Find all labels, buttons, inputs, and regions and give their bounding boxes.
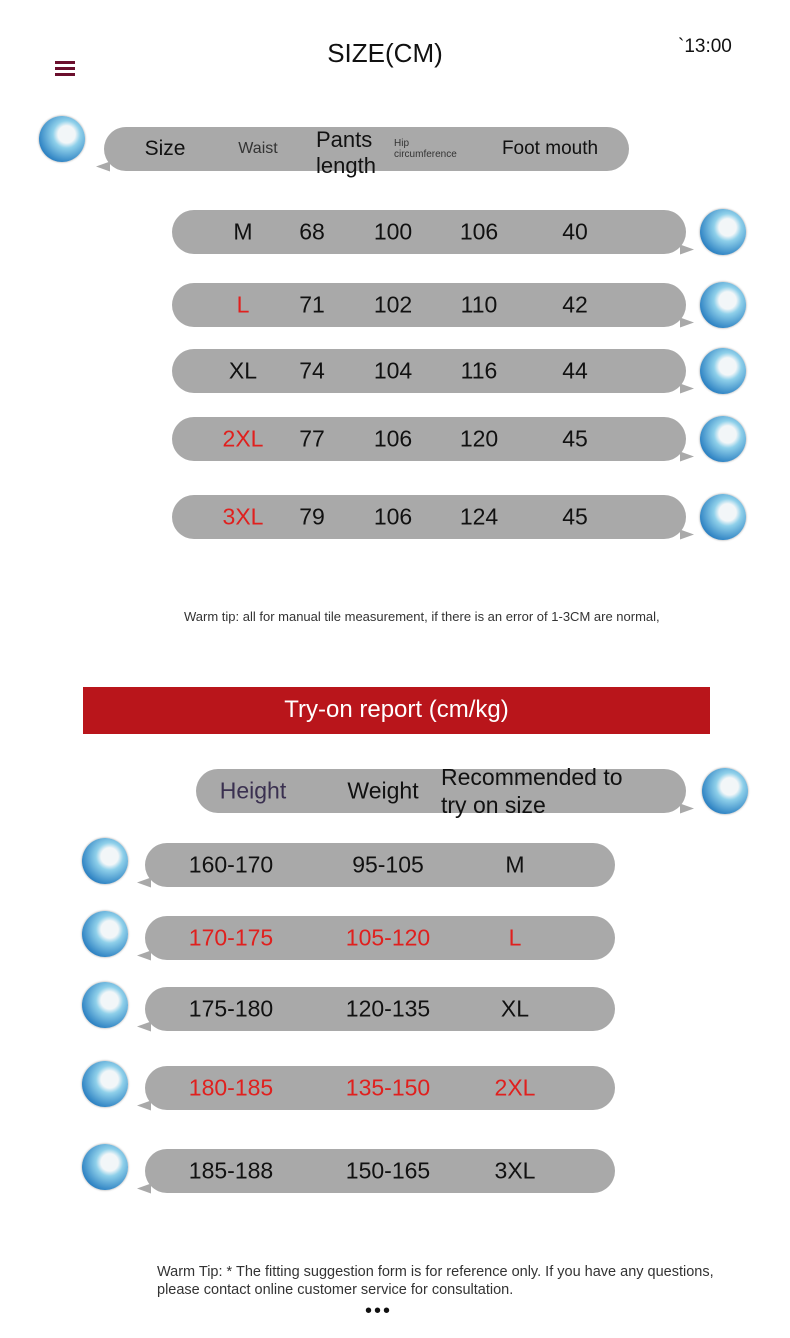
tryon-cell-weight: 105-120 bbox=[345, 924, 431, 951]
avatar bbox=[700, 416, 746, 462]
size-cell-waist: 71 bbox=[299, 291, 325, 318]
tryon-cell-weight: 120-135 bbox=[345, 995, 431, 1022]
size-cell-hip: 110 bbox=[460, 291, 498, 318]
size-cell-waist: 77 bbox=[299, 425, 325, 452]
avatar bbox=[39, 116, 85, 162]
size-cell-foot: 40 bbox=[562, 218, 588, 245]
tryon-header-bubble: Height Weight Recommended to try on size bbox=[196, 764, 686, 818]
size-cell-foot: 45 bbox=[562, 503, 588, 530]
size-cell-hip: 120 bbox=[459, 425, 499, 452]
avatar bbox=[702, 768, 748, 814]
tryon-cell-height: 175-180 bbox=[188, 995, 274, 1022]
tryon-cell-size: XL bbox=[500, 995, 530, 1022]
header-weight: Weight bbox=[347, 777, 419, 804]
header-pants-length: Pants length bbox=[316, 127, 376, 178]
size-header-bubble: Size Waist Pants length Hip circumferenc… bbox=[104, 127, 629, 178]
tryon-cell-size: 2XL bbox=[494, 1074, 536, 1101]
header-recommended: Recommended to try on size bbox=[441, 764, 623, 818]
size-cell-hip: 106 bbox=[459, 218, 499, 245]
tryon-row: 175-180 120-135 XL bbox=[145, 987, 615, 1031]
size-cell-size: 2XL bbox=[222, 425, 264, 452]
size-cell-waist: 74 bbox=[299, 357, 325, 384]
size-cell-length: 100 bbox=[373, 218, 413, 245]
avatar bbox=[82, 911, 128, 957]
avatar bbox=[700, 282, 746, 328]
tryon-tip: Warm Tip: * The fitting suggestion form … bbox=[157, 1264, 714, 1298]
size-cell-hip: 124 bbox=[459, 503, 499, 530]
tryon-cell-size: L bbox=[508, 924, 522, 951]
hamburger-icon[interactable] bbox=[55, 61, 75, 79]
size-cell-length: 106 bbox=[373, 425, 413, 452]
tryon-banner: Try-on report (cm/kg) bbox=[83, 687, 710, 734]
tryon-cell-size: 3XL bbox=[494, 1157, 536, 1184]
tryon-row: 170-175 105-120 L bbox=[145, 916, 615, 960]
tryon-cell-height: 170-175 bbox=[188, 924, 274, 951]
header-waist: Waist bbox=[238, 140, 278, 157]
size-cell-length: 102 bbox=[373, 291, 413, 318]
size-cell-foot: 45 bbox=[562, 425, 588, 452]
size-row: 3XL 79 106 124 45 bbox=[172, 495, 686, 539]
size-cell-size: M bbox=[233, 218, 253, 245]
size-row: L 71 102 110 42 bbox=[172, 283, 686, 327]
size-cell-size: 3XL bbox=[222, 503, 264, 530]
avatar bbox=[82, 1144, 128, 1190]
size-row: M 68 100 106 40 bbox=[172, 210, 686, 254]
size-cell-size: L bbox=[236, 291, 250, 318]
tryon-cell-weight: 150-165 bbox=[345, 1157, 431, 1184]
tryon-cell-size: M bbox=[505, 851, 525, 878]
tryon-row: 180-185 135-150 2XL bbox=[145, 1066, 615, 1110]
page-title: SIZE(CM) bbox=[327, 38, 443, 68]
avatar bbox=[700, 348, 746, 394]
size-cell-size: XL bbox=[228, 357, 258, 384]
size-cell-hip: 116 bbox=[460, 357, 498, 384]
size-row: 2XL 77 106 120 45 bbox=[172, 417, 686, 461]
avatar bbox=[82, 838, 128, 884]
tryon-cell-weight: 95-105 bbox=[352, 851, 424, 878]
size-cell-foot: 44 bbox=[562, 357, 588, 384]
size-cell-waist: 68 bbox=[299, 218, 325, 245]
time-label: `13:00 bbox=[678, 36, 732, 57]
size-cell-length: 104 bbox=[373, 357, 413, 384]
tryon-cell-height: 160-170 bbox=[188, 851, 274, 878]
size-row: XL 74 104 116 44 bbox=[172, 349, 686, 393]
tryon-row: 160-170 95-105 M bbox=[145, 843, 615, 887]
tryon-row: 185-188 150-165 3XL bbox=[145, 1149, 615, 1193]
tryon-cell-weight: 135-150 bbox=[345, 1074, 431, 1101]
header-height: Height bbox=[219, 777, 287, 804]
avatar bbox=[700, 494, 746, 540]
size-cell-waist: 79 bbox=[299, 503, 325, 530]
size-tip: Warm tip: all for manual tile measuremen… bbox=[184, 609, 660, 624]
tryon-cell-height: 180-185 bbox=[188, 1074, 274, 1101]
avatar bbox=[700, 209, 746, 255]
tryon-cell-height: 185-188 bbox=[188, 1157, 274, 1184]
avatar bbox=[82, 982, 128, 1028]
header-hip: Hip circumference bbox=[394, 138, 457, 160]
size-cell-foot: 42 bbox=[562, 291, 588, 318]
avatar bbox=[82, 1061, 128, 1107]
header-foot-mouth: Foot mouth bbox=[501, 138, 599, 159]
size-cell-length: 106 bbox=[373, 503, 413, 530]
header-size: Size bbox=[144, 137, 186, 160]
ellipsis-icon[interactable]: ••• bbox=[365, 1300, 393, 1322]
